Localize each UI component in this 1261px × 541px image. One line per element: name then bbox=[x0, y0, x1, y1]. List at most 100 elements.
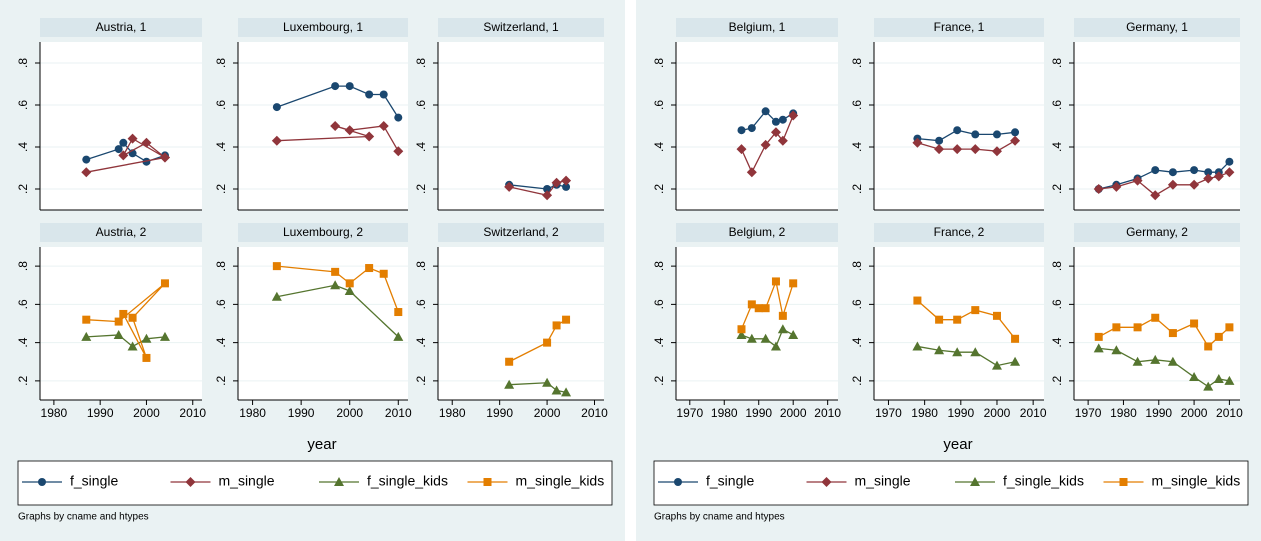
marker bbox=[81, 167, 92, 178]
marker bbox=[761, 107, 770, 116]
marker bbox=[1151, 313, 1160, 322]
x-tick-label: 1990 bbox=[87, 406, 114, 420]
y-tick-label: .8 bbox=[414, 261, 428, 271]
title-strip bbox=[40, 18, 202, 37]
marker bbox=[1214, 332, 1223, 341]
subplot: Austria, 1 .2 .4 .6 .8 bbox=[16, 18, 202, 211]
marker bbox=[127, 341, 138, 351]
x-tick-label: 2000 bbox=[336, 406, 363, 420]
marker bbox=[562, 315, 571, 324]
y-tick-label: .2 bbox=[16, 184, 30, 194]
subplot-title: Austria, 2 bbox=[96, 225, 147, 239]
legend-marker bbox=[821, 477, 832, 487]
marker bbox=[119, 138, 128, 147]
marker bbox=[394, 113, 403, 122]
marker bbox=[1132, 175, 1143, 186]
marker bbox=[1203, 173, 1214, 184]
plot-area bbox=[676, 247, 838, 400]
x-tick-label: 2010 bbox=[1020, 406, 1047, 420]
marker bbox=[393, 331, 404, 341]
marker bbox=[344, 125, 355, 136]
y-tick-label: .2 bbox=[1050, 184, 1064, 194]
series-line bbox=[276, 125, 399, 152]
marker bbox=[271, 135, 282, 146]
marker bbox=[1189, 179, 1200, 190]
marker bbox=[393, 146, 404, 157]
marker bbox=[935, 136, 944, 145]
marker bbox=[788, 110, 799, 121]
series-line bbox=[917, 345, 1016, 367]
subplot: Switzerland, 2 .2 .4 .6 .8 1980 1990 2000 2010 bbox=[414, 223, 608, 420]
marker bbox=[1132, 356, 1143, 366]
subplot: Austria, 2 .2 .4 .6 .8 1980 1990 2000 2010 bbox=[16, 223, 206, 420]
marker bbox=[551, 177, 562, 188]
y-tick-label: .4 bbox=[1050, 142, 1064, 152]
x-tick-label: 2010 bbox=[179, 406, 206, 420]
x-tick-label: 2010 bbox=[814, 406, 841, 420]
y-tick-label: .4 bbox=[652, 337, 666, 347]
marker bbox=[1224, 167, 1235, 178]
x-tick-label: 1980 bbox=[911, 406, 938, 420]
marker bbox=[118, 150, 129, 161]
series-line bbox=[740, 115, 794, 174]
plot-area bbox=[874, 42, 1044, 210]
marker bbox=[737, 325, 746, 334]
y-tick-label: .6 bbox=[214, 299, 228, 309]
legend-marker bbox=[970, 477, 980, 486]
marker bbox=[788, 329, 799, 339]
legend-marker bbox=[674, 478, 682, 486]
y-tick-label: .8 bbox=[850, 261, 864, 271]
y-tick-label: .4 bbox=[850, 142, 864, 152]
marker bbox=[159, 331, 170, 341]
marker bbox=[778, 311, 787, 320]
marker bbox=[778, 115, 787, 124]
marker bbox=[1190, 319, 1199, 328]
marker bbox=[1167, 179, 1178, 190]
x-axis-title: year bbox=[307, 436, 336, 453]
x-axis-title: year bbox=[943, 436, 972, 453]
note: Graphs by cname and htypes bbox=[654, 512, 785, 523]
x-tick-label: 2010 bbox=[385, 406, 412, 420]
legend-label: m_single bbox=[219, 473, 275, 489]
marker bbox=[1093, 184, 1104, 194]
legend-marker bbox=[334, 477, 344, 486]
x-tick-label: 1980 bbox=[439, 406, 466, 420]
marker bbox=[81, 331, 92, 341]
y-tick-label: .8 bbox=[414, 58, 428, 68]
legend-label: m_single_kids bbox=[1152, 473, 1241, 489]
subplot-title: Belgium, 2 bbox=[729, 225, 786, 239]
y-tick-label: .4 bbox=[214, 337, 228, 347]
x-tick-label: 1990 bbox=[288, 406, 315, 420]
marker bbox=[770, 127, 781, 138]
legend-marker bbox=[185, 477, 196, 487]
marker bbox=[771, 117, 780, 126]
marker bbox=[1112, 323, 1121, 332]
plot-area bbox=[40, 42, 202, 210]
subplot-title: France, 1 bbox=[934, 20, 985, 34]
y-tick-label: .4 bbox=[16, 337, 30, 347]
marker bbox=[760, 139, 771, 150]
marker bbox=[119, 309, 128, 318]
subplot-title: Germany, 2 bbox=[1126, 225, 1188, 239]
y-tick-label: .6 bbox=[652, 100, 666, 110]
marker bbox=[1213, 171, 1224, 182]
x-tick-label: 1980 bbox=[239, 406, 266, 420]
marker bbox=[142, 353, 151, 362]
y-tick-label: .6 bbox=[1050, 100, 1064, 110]
marker bbox=[364, 131, 375, 142]
series-line bbox=[276, 284, 399, 338]
subplot: Belgium, 1 .2 .4 .6 .8 bbox=[652, 18, 838, 211]
marker bbox=[1189, 372, 1200, 382]
y-tick-label: .6 bbox=[16, 299, 30, 309]
marker bbox=[991, 146, 1002, 157]
title-strip bbox=[40, 223, 202, 242]
marker bbox=[754, 304, 763, 313]
marker bbox=[330, 121, 341, 131]
series-line bbox=[86, 137, 167, 173]
series-line bbox=[276, 265, 399, 313]
marker bbox=[1225, 323, 1234, 332]
marker bbox=[770, 341, 781, 351]
x-tick-label: 2000 bbox=[1181, 406, 1208, 420]
legend-label: f_single_kids bbox=[367, 473, 448, 489]
